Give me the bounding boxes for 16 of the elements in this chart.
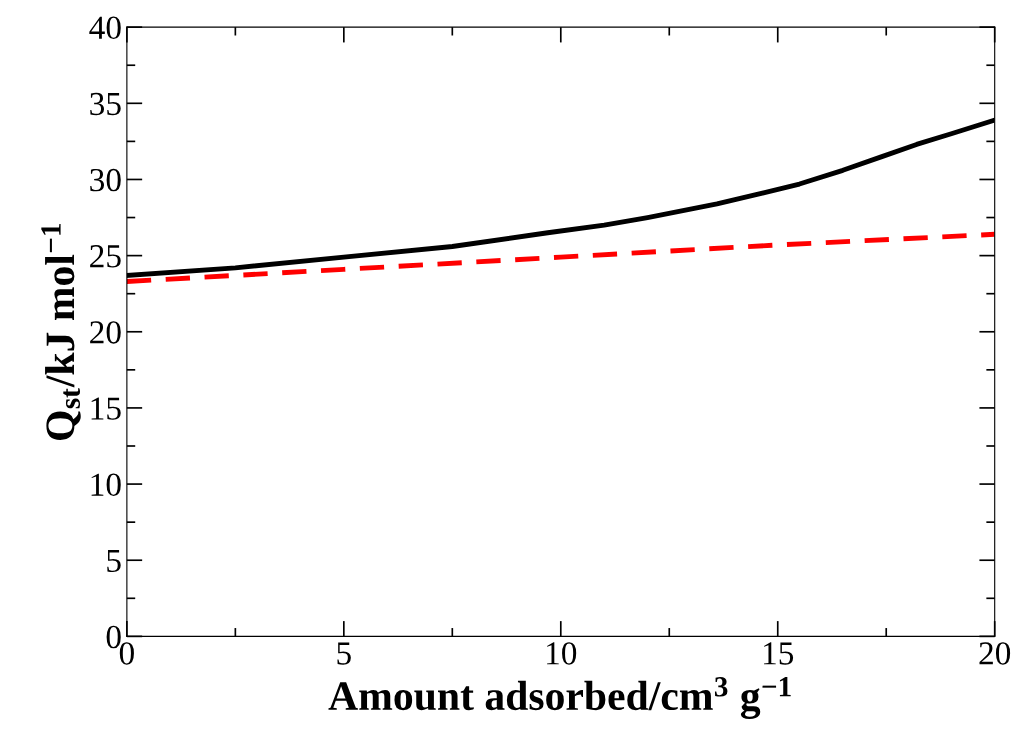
x-tick-label: 5 — [337, 642, 351, 665]
line-series — [126, 231, 995, 284]
y-tick-label: 0 — [106, 625, 121, 649]
y-tick-label: 25 — [90, 245, 121, 268]
y-tick-label: 20 — [90, 321, 121, 344]
y-tick-label: 35 — [90, 92, 121, 116]
y-tick-label: 30 — [90, 168, 121, 192]
y-tick-label: 40 — [89, 16, 121, 40]
x-tick-label: 10 — [547, 642, 577, 665]
y-tick-label: 10 — [91, 473, 121, 496]
y-tick-label: 15 — [91, 397, 121, 420]
x-tick-label: 20 — [979, 642, 1011, 665]
y-axis-title: Q$_{st}$/kJ mol$^{−1}$ — [41, 224, 81, 440]
x-tick-label: 15 — [764, 642, 794, 665]
y-tick-label: 5 — [107, 549, 121, 573]
x-axis-title: Amount adsorbed/cm$^{3}$ g$^{−1}$ — [328, 677, 791, 719]
